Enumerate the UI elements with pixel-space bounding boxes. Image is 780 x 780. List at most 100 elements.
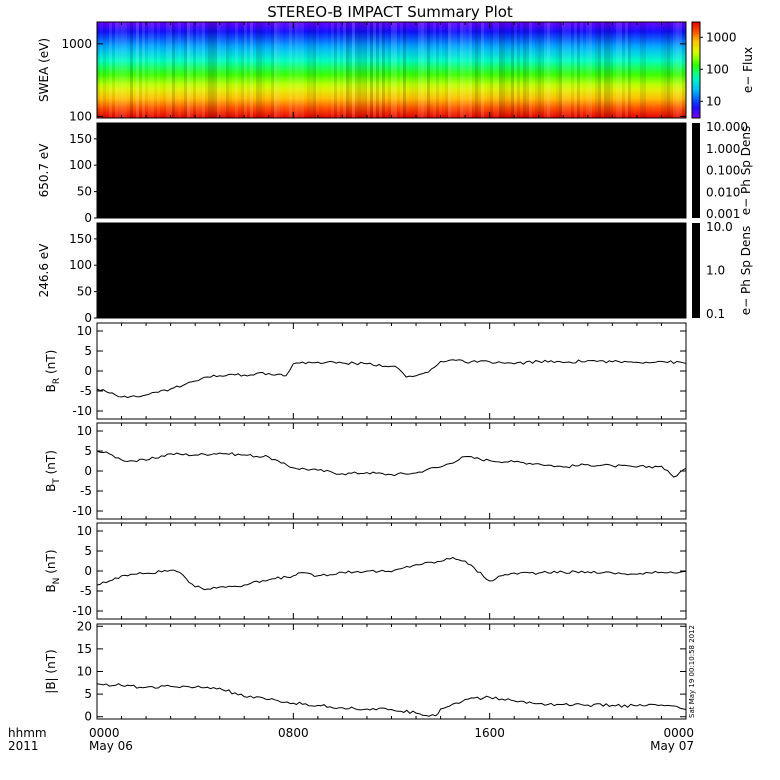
spectrogram-streak: [403, 22, 406, 118]
spectrogram-streak: [367, 22, 370, 118]
spectrogram-streak: [232, 22, 235, 118]
spectrogram-streak: [208, 22, 211, 118]
spectrogram-streak: [463, 22, 466, 118]
spectrogram-streak: [316, 22, 319, 118]
spectrogram-streak: [607, 22, 610, 118]
spectrogram-streak: [256, 22, 259, 118]
spectrogram-streak: [592, 22, 595, 118]
spectrogram-streak: [616, 22, 619, 118]
spectrogram-streak: [97, 22, 100, 118]
spectrogram-streak: [598, 22, 601, 118]
spectrogram-streak: [130, 22, 133, 118]
pad-colorbar: [692, 223, 700, 318]
spectrogram-streak: [103, 22, 106, 118]
colorbar-tick-label: 10: [706, 94, 721, 108]
spectrogram-streak: [610, 22, 613, 118]
flux-colorbar-label: e− Flux: [741, 47, 755, 93]
y-tick-label: 150: [69, 232, 92, 246]
spectrogram-streak: [259, 22, 262, 118]
y-tick-label: 0: [84, 564, 92, 578]
time-label-hhmm: hhmm: [8, 726, 47, 740]
spectrogram-streak: [301, 22, 304, 118]
spectrogram-streak: [439, 22, 442, 118]
spectrogram-streak: [475, 22, 478, 118]
spectrogram-streak: [340, 22, 343, 118]
colorbar-tick-label: 0.100: [706, 164, 740, 178]
spectrogram-streak: [544, 22, 547, 118]
spectrogram-streak: [553, 22, 556, 118]
spectrogram-streak: [238, 22, 241, 118]
spectrogram-streak: [556, 22, 559, 118]
y-tick-label: -5: [80, 384, 92, 398]
spectrogram-streak: [445, 22, 448, 118]
spectrogram-streak: [370, 22, 373, 118]
year-label: 2011: [8, 739, 39, 753]
spectrogram-streak: [565, 22, 568, 118]
spectrogram-streak: [295, 22, 298, 118]
spectrogram-streak: [487, 22, 490, 118]
spectrogram-streak: [673, 22, 676, 118]
spectrogram-streak: [517, 22, 520, 118]
spectrogram-streak: [412, 22, 415, 118]
swea-ylabel: SWEA (eV): [37, 38, 51, 102]
spectrogram-streak: [490, 22, 493, 118]
spectrogram-streak: [136, 22, 139, 118]
pad-colorbar-label: e− Ph Sp Dens: [739, 126, 753, 215]
spectrogram-streak: [604, 22, 607, 118]
spectrogram-streak: [559, 22, 562, 118]
pad-colorbar: [692, 123, 700, 218]
plot-title: STEREO-B IMPACT Summary Plot: [267, 3, 513, 21]
y-tick-label: 5: [84, 344, 92, 358]
spectrogram-streak: [664, 22, 667, 118]
pad-panel-frame: [96, 122, 687, 219]
spectrogram-streak: [175, 22, 178, 118]
y-tick-label: -10: [72, 504, 92, 518]
field-series-line: [96, 450, 687, 478]
spectrogram-streak: [532, 22, 535, 118]
spectrogram-streak: [637, 22, 640, 118]
spectrogram-streak: [352, 22, 355, 118]
spectrogram-streak: [421, 22, 424, 118]
spectrogram-streak: [325, 22, 328, 118]
spectrogram-streak: [523, 22, 526, 118]
field-series-line: [96, 556, 687, 591]
colorbar-tick-label: 10.0: [706, 220, 733, 234]
colorbar-tick-label: 1000: [706, 30, 737, 44]
spectrogram-streak: [397, 22, 400, 118]
spectrogram-streak: [577, 22, 580, 118]
pad-panel-frame: [96, 222, 687, 319]
spectrogram-streak: [448, 22, 451, 118]
spectrogram-streak: [100, 22, 103, 118]
spectrogram-streak: [178, 22, 181, 118]
spectrogram-streak: [661, 22, 664, 118]
field-panel-frame: [96, 422, 687, 520]
spectrogram-streak: [289, 22, 292, 118]
spectrogram-streak: [496, 22, 499, 118]
field-ylabel: BT (nT): [44, 450, 62, 492]
spectrogram-streak: [313, 22, 316, 118]
spectrogram-streak: [253, 22, 256, 118]
y-tick-label: 0: [84, 311, 92, 325]
y-tick-label: 100: [69, 109, 92, 123]
spectrogram-streak: [400, 22, 403, 118]
spectrogram-streak: [328, 22, 331, 118]
spectrogram-streak: [190, 22, 193, 118]
spectrogram-streak: [589, 22, 592, 118]
spectrogram-streak: [127, 22, 130, 118]
spectrogram-streak: [481, 22, 484, 118]
spectrogram-streak: [622, 22, 625, 118]
spectrogram-streak: [499, 22, 502, 118]
spectrogram-streak: [145, 22, 148, 118]
pad-ylabel: 246.6 eV: [37, 243, 51, 298]
spectrogram-streak: [406, 22, 409, 118]
y-tick-label: 10: [77, 324, 92, 338]
spectrogram-streak: [454, 22, 457, 118]
spectrogram-streak: [337, 22, 340, 118]
spectrogram-streak: [571, 22, 574, 118]
spectrogram-streak: [526, 22, 529, 118]
field-panel-frame: [96, 623, 687, 720]
field-series-line: [96, 359, 687, 399]
y-tick-label: -10: [72, 404, 92, 418]
spectrogram-streak: [430, 22, 433, 118]
